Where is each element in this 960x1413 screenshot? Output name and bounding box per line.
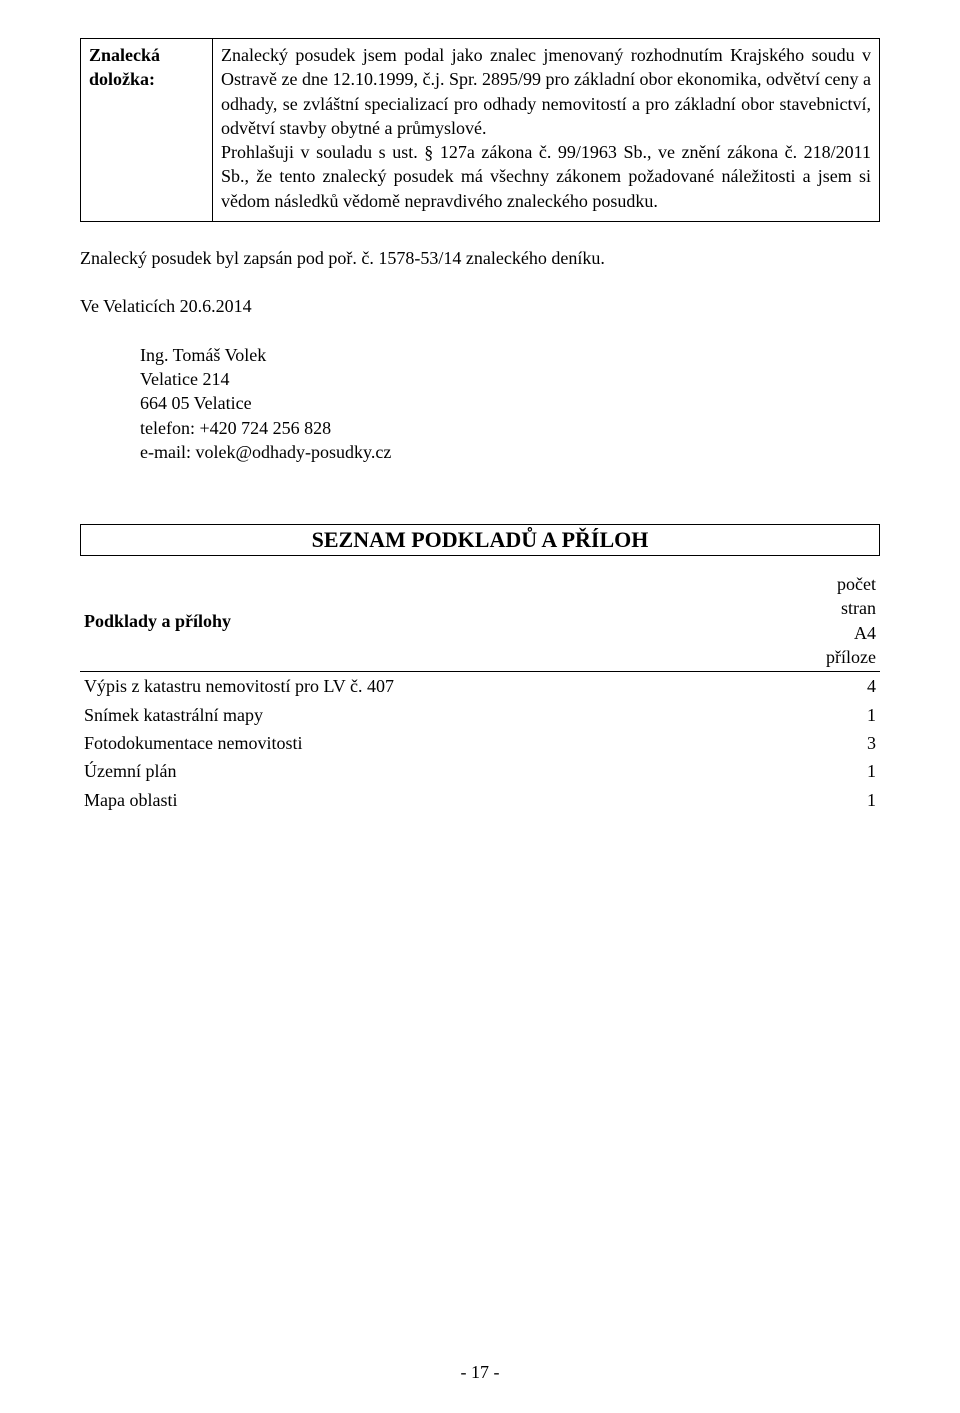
place-date: Ve Velaticích 20.6.2014 [80,294,880,318]
clause-label-line1: Znalecká [89,45,160,65]
attachment-count: 1 [812,786,880,814]
attachment-count: 1 [812,757,880,785]
table-row: Územní plán 1 [80,757,880,785]
clause-label-line2: doložka: [89,69,155,89]
attachment-label: Fotodokumentace nemovitosti [80,729,812,757]
attachment-label: Výpis z katastru nemovitostí pro LV č. 4… [80,672,812,701]
signature-email: e-mail: volek@odhady-posudky.cz [140,440,880,464]
signature-addr2: 664 05 Velatice [140,391,880,415]
attachment-label: Mapa oblasti [80,786,812,814]
registration-line: Znalecký posudek byl zapsán pod poř. č. … [80,246,880,270]
attachments-table: Podklady a přílohy počet stran A4 příloz… [80,570,880,814]
clause-table: Znalecká doložka: Znalecký posudek jsem … [80,38,880,222]
table-row: Snímek katastrální mapy 1 [80,701,880,729]
attachments-header-right: počet stran A4 příloze [812,570,880,672]
clause-body-cell: Znalecký posudek jsem podal jako znalec … [213,39,880,222]
attachments-header-left: Podklady a přílohy [80,570,812,672]
table-row: Mapa oblasti 1 [80,786,880,814]
clause-row: Znalecká doložka: Znalecký posudek jsem … [81,39,880,222]
attachments-section: SEZNAM PODKLADŮ A PŘÍLOH Podklady a příl… [80,524,880,814]
attachment-count: 1 [812,701,880,729]
signature-block: Ing. Tomáš Volek Velatice 214 664 05 Vel… [140,343,880,464]
clause-body-p2: Prohlašuji v souladu s ust. § 127a zákon… [221,142,871,211]
table-row: Fotodokumentace nemovitosti 3 [80,729,880,757]
attachments-title: SEZNAM PODKLADŮ A PŘÍLOH [80,524,880,556]
signature-name: Ing. Tomáš Volek [140,343,880,367]
page: Znalecká doložka: Znalecký posudek jsem … [0,0,960,1413]
attachment-label: Územní plán [80,757,812,785]
clause-label-cell: Znalecká doložka: [81,39,213,222]
attachment-label: Snímek katastrální mapy [80,701,812,729]
page-number: - 17 - [0,1362,960,1383]
signature-addr1: Velatice 214 [140,367,880,391]
attachment-count: 4 [812,672,880,701]
attachment-count: 3 [812,729,880,757]
signature-phone: telefon: +420 724 256 828 [140,416,880,440]
attachments-header-row: Podklady a přílohy počet stran A4 příloz… [80,570,880,672]
clause-body-p1: Znalecký posudek jsem podal jako znalec … [221,45,871,138]
table-row: Výpis z katastru nemovitostí pro LV č. 4… [80,672,880,701]
